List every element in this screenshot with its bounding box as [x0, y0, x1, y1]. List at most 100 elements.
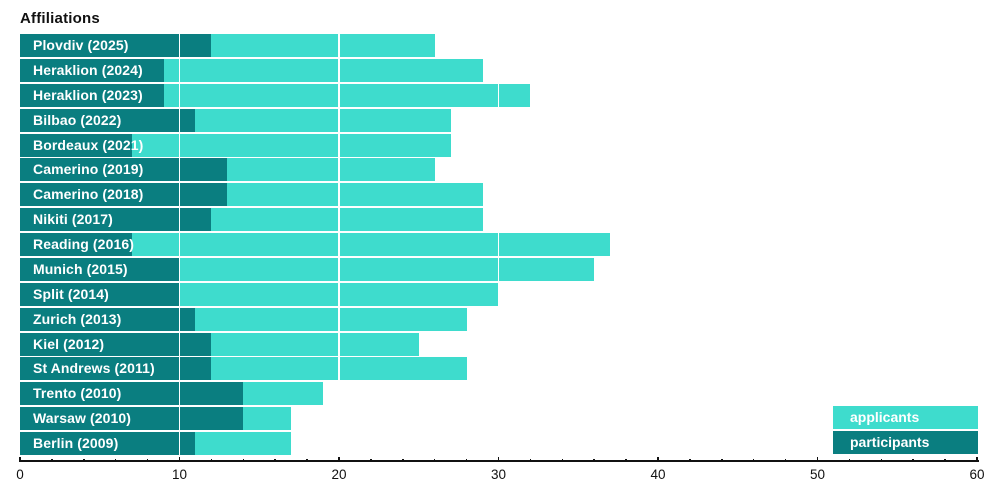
gridline [976, 34, 978, 456]
x-axis-minor-tick [402, 458, 404, 462]
x-axis-minor-tick [848, 458, 851, 462]
bar-category-label: Zurich (2013) [33, 310, 122, 327]
x-axis-minor-tick [370, 458, 372, 462]
legend-label-participants: participants [850, 434, 930, 450]
x-axis-minor-tick [752, 458, 755, 462]
x-axis-major-tick [338, 457, 340, 462]
bar-category-label: St Andrews (2011) [33, 360, 155, 377]
bar-category-label: Warsaw (2010) [33, 410, 132, 427]
participants-bar [20, 257, 180, 281]
x-axis-major-tick [178, 457, 181, 462]
x-axis-minor-tick [51, 458, 53, 462]
participants-bar [20, 357, 212, 381]
bar-category-label: Trento (2010) [33, 385, 122, 402]
x-axis-major-tick [19, 457, 21, 462]
bar-row: Camerino (2019) [20, 158, 978, 182]
bar-category-label: Berlin (2009) [33, 435, 119, 452]
x-axis-minor-tick [561, 458, 564, 462]
applicants-bar [20, 233, 611, 257]
x-axis-minor-tick [625, 458, 627, 462]
x-axis-tick-label: 30 [490, 467, 507, 482]
x-axis-tick-label: 0 [16, 467, 24, 482]
bar-category-label: Nikiti (2017) [33, 211, 113, 228]
x-axis-major-tick [657, 457, 659, 462]
bar-row: Split (2014) [20, 282, 978, 306]
x-axis-tick-label: 60 [969, 467, 985, 482]
participants-bar [20, 233, 132, 257]
bar-row: Bilbao (2022) [20, 108, 978, 132]
gridline [338, 34, 340, 456]
x-axis-minor-tick [721, 458, 723, 462]
bar-row: Nikiti (2017) [20, 208, 978, 232]
gridline [657, 34, 659, 456]
x-axis-minor-tick [912, 458, 914, 462]
x-axis-minor-tick [689, 458, 691, 462]
x-axis-minor-tick [944, 458, 946, 462]
bar-category-label: Reading (2016) [33, 236, 134, 253]
plot-area: Plovdiv (2025) Heraklion (2024) Heraklion … [20, 34, 978, 456]
participants-bar [20, 307, 196, 331]
chart-title: Affiliations [20, 10, 100, 27]
participants-bar [20, 282, 180, 306]
participants-bar [20, 382, 244, 406]
participants-bar [20, 332, 212, 356]
x-axis-minor-tick [529, 458, 532, 462]
participants-bar [20, 407, 244, 431]
bar-category-label: Camerino (2019) [33, 161, 144, 178]
x-axis-minor-tick [114, 458, 117, 462]
x-axis-minor-tick [210, 458, 213, 462]
bar-category-label: Split (2014) [33, 285, 109, 302]
x-axis-minor-tick [880, 458, 883, 462]
x-axis: 0 10 20 30 40 50 60 [16, 457, 985, 482]
bar-row: Plovdiv (2025) [20, 34, 978, 57]
legend-item-participants: participants [833, 431, 978, 454]
x-axis-minor-tick [433, 458, 436, 462]
participants-bar [20, 133, 132, 157]
participants-bar [20, 208, 212, 232]
bar-row: Munich (2015) [20, 257, 978, 281]
x-axis-major-tick [497, 457, 500, 462]
bar-row: Bordeaux (2021) [20, 133, 978, 157]
bar-row: Kiel (2012) [20, 332, 978, 356]
participants-bar [20, 158, 228, 182]
x-axis-minor-tick [306, 458, 308, 462]
bar-category-label: Heraklion (2024) [33, 61, 143, 78]
bar-row: Berlin (2009) [20, 432, 978, 456]
x-axis-tick-label: 20 [331, 467, 347, 482]
participants-bar [20, 34, 212, 57]
x-axis-minor-tick [593, 458, 595, 462]
bar-row: Heraklion (2024) [20, 58, 978, 82]
bar-row: Zurich (2013) [20, 307, 978, 331]
x-axis-minor-tick [784, 458, 787, 462]
x-axis-major-tick [976, 457, 978, 462]
bar-row: Camerino (2018) [20, 183, 978, 207]
gridline [178, 34, 181, 456]
x-axis-minor-tick [83, 458, 85, 462]
participants-bar [20, 108, 196, 132]
bar-row: Trento (2010) [20, 382, 978, 406]
bar-category-label: Bilbao (2022) [33, 111, 122, 128]
x-axis-tick-label: 50 [809, 467, 826, 482]
x-axis-minor-tick [242, 458, 245, 462]
bar-category-label: Camerino (2018) [33, 186, 144, 203]
bar-category-label: Heraklion (2023) [33, 86, 143, 103]
participants-bar [20, 183, 228, 207]
bar-category-label: Bordeaux (2021) [33, 136, 144, 153]
participants-bar [20, 83, 164, 107]
bar-category-label: Kiel (2012) [33, 335, 105, 352]
x-axis-tick-label: 40 [650, 467, 666, 482]
participants-bar [20, 432, 196, 456]
legend-label-applicants: applicants [850, 409, 920, 425]
x-axis-major-tick [816, 457, 819, 462]
x-axis-minor-tick [465, 458, 468, 462]
legend-item-applicants: applicants [833, 406, 978, 429]
bar-category-label: Plovdiv (2025) [33, 37, 129, 53]
legend: applicants participants [833, 406, 978, 456]
x-axis-tick-label: 10 [171, 467, 188, 482]
bar-row: Heraklion (2023) [20, 83, 978, 107]
bar-row: Reading (2016) [20, 233, 978, 257]
gridline [497, 34, 500, 456]
x-axis-minor-tick [274, 458, 276, 462]
participants-bar [20, 58, 164, 82]
